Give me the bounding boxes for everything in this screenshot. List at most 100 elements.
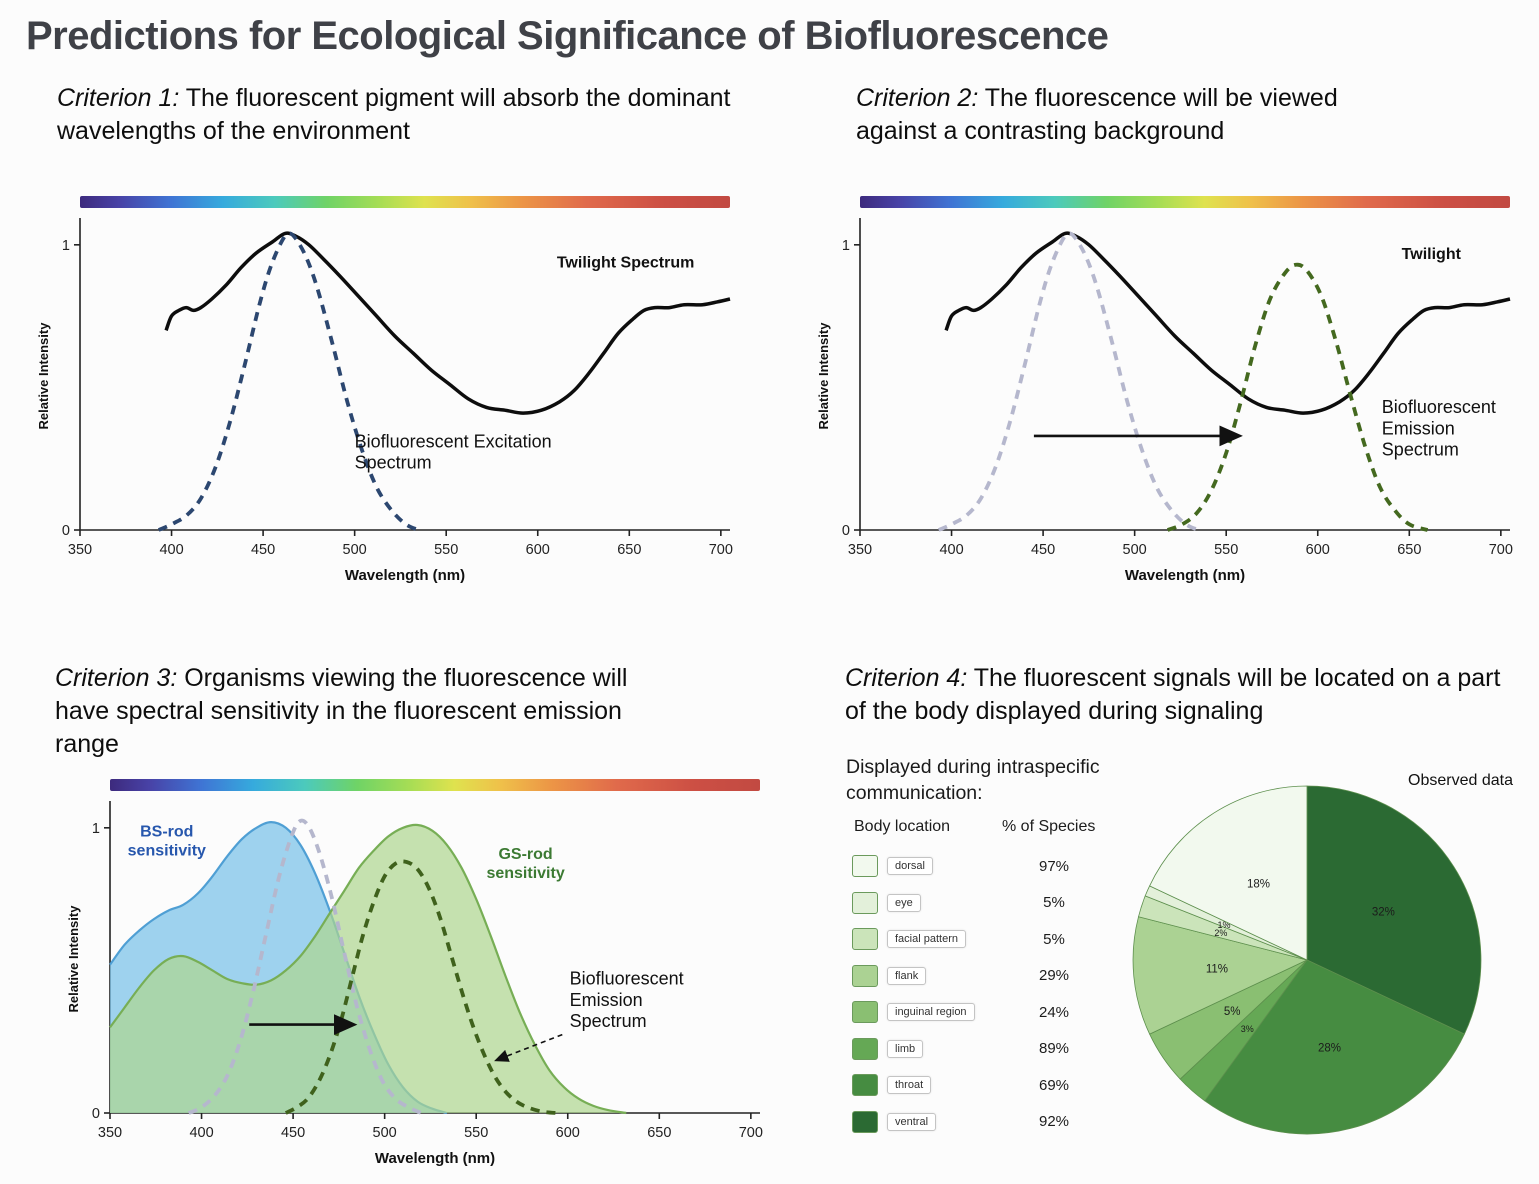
annotation-biofluorescent-excitation: Biofluorescent Excitation Spectrum: [355, 431, 552, 472]
axes: [859, 218, 1510, 531]
y-tick-label: 1: [92, 821, 100, 837]
criterion-2-text: The fluorescence will be viewed against …: [856, 84, 1338, 145]
annotation-gs-rod: GS-rod sensitivity: [486, 846, 564, 882]
criterion-1-spectra-svg: 350 400 450 500 550 600 650 700 0 1 Wavelength (nm…: [36, 196, 733, 584]
pie-label-eye: 1%: [1217, 920, 1230, 930]
page-title: Predictions for Ecological Significance …: [26, 14, 1109, 58]
legend-percent: 97%: [1038, 857, 1070, 875]
spectrum-bar: [110, 779, 760, 791]
x-tick-label: 350: [98, 1125, 122, 1141]
pie-label-throat: 28%: [1318, 1043, 1341, 1055]
y-tick-label: 1: [842, 238, 850, 254]
x-tick-label: 600: [1306, 542, 1330, 558]
legend-label: inguinal region: [887, 1003, 975, 1022]
y-axis-label: Relative Intensity: [66, 905, 81, 1013]
legend-row: eye 5%: [852, 885, 1192, 922]
legend-label: limb: [887, 1039, 924, 1058]
legend-swatch: [852, 1037, 878, 1060]
legend-percent: 29%: [1038, 967, 1070, 985]
y-axis-label: Relative Intensity: [36, 322, 51, 430]
legend-swatch: [852, 891, 878, 914]
y-tick-label: 1: [62, 238, 70, 254]
spectrum-bar: [860, 196, 1510, 208]
x-tick-label: 400: [159, 542, 183, 558]
legend-swatch: [852, 1074, 878, 1097]
x-tick-label: 700: [739, 1125, 763, 1141]
pie-label-limb: 3%: [1241, 1024, 1254, 1034]
x-tick-label: 400: [189, 1125, 213, 1141]
criterion-2-label: Criterion 2:: [856, 84, 979, 112]
x-tick-label: 450: [1031, 542, 1055, 558]
pie-label-facial-pattern: 2%: [1214, 928, 1227, 938]
x-tick-label: 450: [281, 1125, 305, 1141]
criterion-4-label: Criterion 4:: [845, 664, 968, 692]
legend-swatch: [852, 1001, 878, 1024]
pie-slice-flank: [1132, 916, 1308, 1035]
legend-rows: dorsal 97% eye 5% facial pattern 5% flank 29% in…: [852, 848, 1192, 1140]
annotation-biofluorescent: Biofluorescent Emission Spectrum: [1382, 397, 1496, 459]
spectrum-bar: [80, 196, 730, 208]
legend-percent: 92%: [1038, 1113, 1070, 1131]
pie-slice-throat: [1204, 959, 1465, 1135]
x-tick-label: 700: [1489, 542, 1513, 558]
series-biofluorescent-excitation-spectrum: [187, 818, 423, 1115]
annotation-biofluorescent: Biofluorescent Emission Spectrum: [570, 969, 684, 1031]
legend-row: limb 89%: [852, 1031, 1192, 1068]
criterion-3-label: Criterion 3:: [55, 664, 178, 692]
x-tick-label: 350: [848, 542, 872, 558]
arrow: [494, 1033, 563, 1062]
x-tick-label: 450: [251, 542, 275, 558]
legend-label: flank: [887, 966, 927, 985]
legend-label: throat: [887, 1076, 932, 1095]
series-biofluorescent-excitation-spectrum: [937, 231, 1200, 532]
criterion-3-sensitivity-svg: 350 400 450 500 550 600 650 700 0 1 Wavelength (nm…: [66, 779, 763, 1167]
annotation-bs-rod: BS-rod sensitivity: [128, 823, 206, 859]
legend-row: flank 29%: [852, 958, 1192, 995]
area-gs-rod-sensitivity: [110, 824, 627, 1113]
legend-percent: 5%: [1043, 930, 1065, 948]
criterion-4-text: The fluorescent signals will be located …: [845, 664, 1501, 725]
x-tick-label: 550: [434, 542, 458, 558]
x-tick-label: 400: [939, 542, 963, 558]
pie-slice-ventral: [1306, 785, 1482, 1035]
pie-label-flank: 11%: [1206, 964, 1228, 976]
legend-swatch: [852, 1110, 878, 1133]
legend-row: dorsal 97%: [852, 848, 1192, 885]
legend-row: inguinal region 24%: [852, 994, 1192, 1031]
criterion-3-text: Organisms viewing the fluorescence will …: [55, 664, 628, 758]
legend-percent: 5%: [1043, 894, 1065, 912]
legend-col-body-location: Body location: [854, 818, 951, 835]
x-tick-label: 600: [526, 542, 550, 558]
x-tick-label: 500: [1123, 542, 1147, 558]
observed-data-pie-svg: 32% 28% 3%5% 11% 2%1% 18%: [1132, 785, 1482, 1135]
x-tick-label: 600: [556, 1125, 580, 1141]
criterion-1-text: The fluorescent pigment will absorb the …: [57, 84, 731, 145]
y-tick-label: 0: [842, 523, 850, 539]
criterion-1-heading: Criterion 1: The fluorescent pigment wil…: [57, 82, 757, 148]
x-tick-label: 500: [373, 1125, 397, 1141]
legend-label: ventral: [887, 1112, 937, 1131]
legend-swatch: [852, 855, 878, 878]
series-biofluorescent-emission-spectrum: [284, 859, 557, 1115]
legend-swatch: [852, 928, 878, 951]
criterion-3-chart: 350 400 450 500 550 600 650 700 0 1 Wavelength (nm…: [64, 775, 774, 1180]
legend-percent: 69%: [1038, 1076, 1070, 1094]
legend-swatch: [852, 964, 878, 987]
y-tick-label: 0: [62, 523, 70, 539]
legend-row: ventral 92%: [852, 1104, 1192, 1141]
series-biofluorescent-excitation-spectrum: [157, 231, 420, 532]
x-tick-label: 650: [1397, 542, 1421, 558]
x-tick-label: 700: [709, 542, 733, 558]
criterion-2-heading: Criterion 2: The fluorescence will be vi…: [856, 82, 1361, 148]
x-tick-label: 550: [464, 1125, 488, 1141]
pie-label-inguinal-region: 5%: [1224, 1006, 1241, 1018]
legend-percent: 24%: [1038, 1003, 1070, 1021]
pie-legend: Body location % of Species dorsal 97% eye 5…: [852, 818, 1192, 1140]
x-tick-label: 550: [1214, 542, 1238, 558]
series-biofluorescent-emission-spectrum: [1166, 262, 1429, 532]
criterion-4-heading: Criterion 4: The fluorescent signals wil…: [845, 662, 1505, 728]
criterion-1-label: Criterion 1:: [57, 84, 180, 112]
annotation-twilight: Twilight: [1402, 246, 1462, 263]
x-tick-label: 500: [343, 542, 367, 558]
y-tick-label: 0: [92, 1106, 100, 1122]
